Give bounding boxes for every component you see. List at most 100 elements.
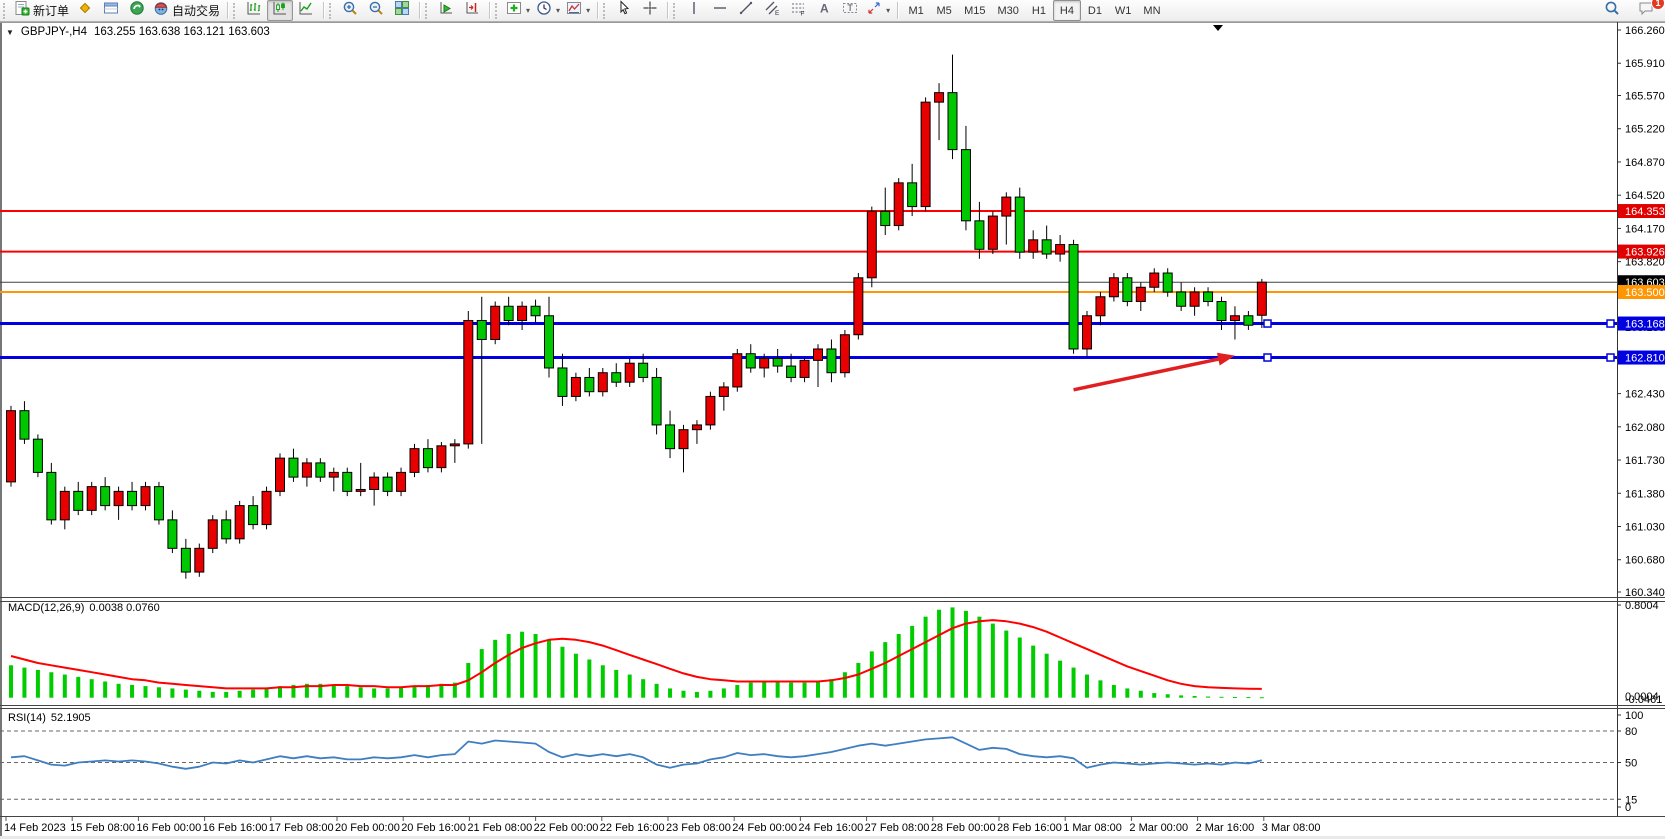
candle-body — [705, 395, 716, 426]
chart-background[interactable] — [0, 22, 1665, 839]
templates-button[interactable]: ▾ — [563, 0, 593, 21]
timeframe-m30-button[interactable]: M30 — [997, 4, 1019, 17]
candle-body — [1149, 272, 1160, 288]
toolbar-grip — [495, 2, 500, 19]
price-tick-label: 161.030 — [1625, 521, 1665, 533]
text-label-button[interactable]: T — [837, 0, 863, 21]
auto-trading-button[interactable]: 自动交易 — [150, 0, 223, 21]
search-button[interactable] — [1599, 0, 1625, 21]
macd-histogram-bar — [614, 669, 619, 698]
trendline-button[interactable] — [733, 0, 759, 21]
timeframe-h1-button[interactable]: H1 — [1031, 4, 1046, 17]
candle-body — [1216, 301, 1227, 321]
candle-body — [1041, 239, 1052, 255]
timeframe-m5-button[interactable]: M5 — [936, 4, 952, 17]
macd-histogram-bar — [762, 681, 767, 698]
periods-button[interactable]: ▾ — [533, 0, 563, 21]
candle-body — [1055, 244, 1066, 255]
line-handle[interactable] — [1606, 319, 1615, 328]
macd-histogram-bar — [1098, 680, 1103, 698]
new-order-button[interactable]: 新订单 — [11, 0, 72, 21]
crosshair-button[interactable] — [637, 0, 663, 21]
line-handle[interactable] — [1606, 353, 1615, 362]
candle-body — [960, 149, 971, 222]
toolbar-separator — [419, 2, 421, 19]
time-axis-label: 20 Feb 16:00 — [401, 822, 466, 834]
tile-windows-icon — [394, 0, 410, 21]
periods-icon — [536, 0, 552, 21]
toolbar-grip — [3, 2, 8, 19]
equidistant-channel-button[interactable]: E — [759, 0, 785, 21]
bar-chart-button[interactable] — [241, 0, 267, 21]
candle-body — [544, 315, 554, 369]
candle-body — [530, 305, 541, 317]
candle-body — [597, 372, 608, 393]
macd-signal-line — [10, 619, 1262, 690]
svg-text:E: E — [775, 10, 780, 16]
navigator-icon — [129, 0, 145, 21]
candle-body — [409, 448, 420, 473]
price-tick-label: 164.520 — [1625, 190, 1665, 202]
macd-histogram-bar — [856, 662, 861, 698]
candle-body — [517, 305, 528, 321]
candlestick-chart-button[interactable] — [267, 0, 294, 21]
candle-body — [934, 92, 945, 103]
chart-shift-button[interactable] — [459, 0, 485, 21]
line-handle[interactable] — [1263, 353, 1272, 362]
candle-body — [261, 490, 272, 526]
macd-histogram-bar — [1165, 694, 1170, 698]
line-chart-button[interactable] — [293, 0, 319, 21]
annotation-arrow-head[interactable] — [1216, 352, 1235, 366]
indicators-button[interactable]: ▾ — [503, 0, 533, 21]
line-handle[interactable] — [1263, 319, 1272, 328]
macd-histogram-bar — [883, 642, 888, 698]
macd-histogram-bar — [1044, 653, 1049, 698]
chart-collapse-button[interactable]: ▼ — [6, 27, 14, 37]
macd-histogram-bar — [654, 683, 659, 698]
zoom-in-button[interactable] — [337, 0, 363, 21]
price-badge-label: 164.353 — [1625, 206, 1665, 218]
main-toolbar: 新订单 自动交易 ▾ ▾ ▾ E F A T ▾ M1 M5 M15 M30 H1 H4 D1 W1 MN 1 — [0, 0, 1665, 22]
horizontal-line-button[interactable] — [707, 0, 733, 21]
text-button[interactable]: A — [811, 0, 837, 21]
macd-histogram-bar — [278, 686, 282, 698]
auto-scroll-button[interactable] — [433, 0, 459, 21]
timeframe-mn-button[interactable]: MN — [1143, 4, 1161, 17]
time-axis-label: 1 Mar 08:00 — [1063, 822, 1122, 834]
fibonacci-button[interactable]: F — [785, 0, 811, 21]
candle-body — [275, 457, 285, 492]
candle-body — [167, 519, 178, 549]
arrows-button[interactable]: ▾ — [863, 0, 893, 21]
rsi-level-label: 80 — [1625, 726, 1637, 738]
timeframe-d1-button[interactable]: D1 — [1087, 4, 1102, 17]
time-axis-label: 21 Feb 08:00 — [467, 822, 532, 834]
zoom-out-button[interactable] — [363, 0, 389, 21]
navigator-button[interactable] — [124, 0, 150, 21]
data-window-button[interactable] — [98, 0, 124, 21]
tile-windows-button[interactable] — [389, 0, 415, 21]
chart-shift-marker[interactable] — [1213, 25, 1223, 31]
macd-histogram-bar — [103, 681, 108, 698]
timeframe-w1-button[interactable]: W1 — [1114, 4, 1132, 17]
cursor-button[interactable] — [611, 0, 637, 21]
candle-body — [947, 92, 958, 151]
market-watch-button[interactable] — [72, 0, 98, 21]
toolbar-separator — [667, 2, 669, 19]
candle-body — [1243, 315, 1254, 326]
price-badge-label: 163.926 — [1625, 247, 1665, 259]
price-badge — [1618, 244, 1665, 259]
timeframe-m1-button[interactable]: M1 — [908, 4, 924, 17]
search-icon — [1604, 0, 1620, 21]
timeframe-h4-button[interactable]: H4 — [1052, 0, 1081, 21]
candle-body — [1122, 277, 1133, 303]
candle-body — [907, 182, 918, 208]
text-label-icon: T — [842, 0, 858, 21]
timeframe-m15-button[interactable]: M15 — [964, 4, 986, 17]
vertical-line-button[interactable] — [681, 0, 707, 21]
candle-body — [1068, 244, 1079, 350]
toolbar-separator — [897, 2, 899, 19]
candle-body — [1135, 286, 1146, 303]
zoom-in-icon — [342, 0, 358, 21]
annotation-arrow-shaft[interactable] — [1073, 355, 1226, 392]
